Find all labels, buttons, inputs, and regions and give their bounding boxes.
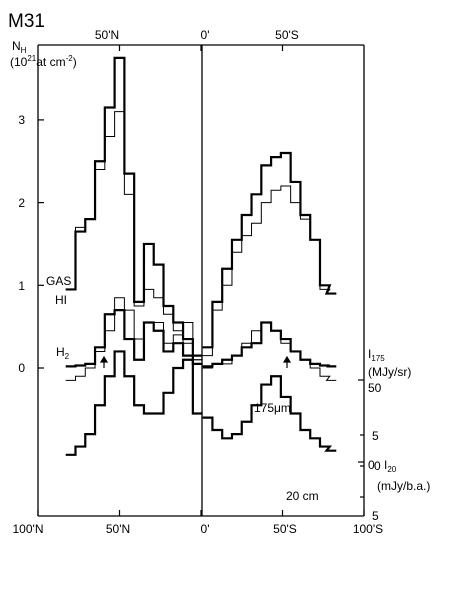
arrow-marker-south (282, 355, 292, 368)
i20-label-symbol: I20 (384, 458, 397, 474)
series-line-2-north (65, 309, 203, 368)
um175-label: 175μm (254, 401, 291, 415)
top-tick-label: 50'S (275, 28, 299, 42)
arrow-head (99, 355, 109, 363)
left-axis-label: NH (1021at cm-2) (10, 39, 77, 69)
annotations: GAS HI H2 175μm 20 cm (46, 274, 319, 503)
plot-frame (37, 44, 365, 517)
i175-tick-label: 0 (368, 458, 375, 472)
left-axis-label-line1: NH (12, 39, 27, 55)
bottom-tick-label: 50'S (273, 522, 297, 536)
series-line-4-north (65, 350, 203, 456)
bottom-tick-label: 50'N (106, 522, 130, 536)
left-tick-label: 2 (18, 196, 25, 210)
i20-tick-label: 5 (372, 429, 379, 443)
series-line-1-north (65, 111, 203, 361)
i20-label-unit: (mJy/b.a.) (377, 479, 430, 493)
series-line-0-south (202, 151, 337, 349)
i20-tick-label: 5 (372, 509, 379, 523)
cm20-label: 20 cm (286, 489, 319, 503)
left-axis-label-line2: (1021at cm-2) (10, 54, 77, 69)
series-line-3-north (65, 297, 203, 381)
left-tick-label: 1 (18, 279, 25, 293)
tick-marks (37, 45, 365, 516)
right-axis-i20: 5 5 0 I20 (mJy/b.a.) (372, 429, 430, 523)
right-axis-i175: I175 (MJy/sr) 50 0 (368, 347, 411, 472)
i175-tick-label: 50 (368, 381, 382, 395)
bottom-tick-label: 100'S (353, 522, 383, 536)
arrow-head (282, 355, 292, 363)
left-tick-label: 3 (18, 113, 25, 127)
top-axis-labels: 50'N 0' 50'S (95, 28, 299, 42)
left-axis-tick-labels: 0 1 2 3 (18, 113, 25, 375)
i175-label-symbol: I175 (368, 347, 385, 363)
h2-label: H2 (56, 345, 70, 361)
chart-title: M31 (8, 11, 45, 32)
series-line-3-south (202, 322, 337, 381)
hi-label: HI (55, 293, 67, 307)
left-tick-label: 0 (18, 361, 25, 375)
i20-tick-label: 0 (374, 459, 381, 473)
arrow-marker-north (99, 355, 109, 368)
top-tick-label: 0' (201, 28, 210, 42)
gas-label: GAS (46, 274, 71, 288)
series-line-4-south (202, 375, 337, 452)
bottom-tick-label: 100'N (13, 522, 44, 536)
top-tick-label: 50'N (95, 28, 119, 42)
bottom-axis-labels: 100'N 50'N 0' 50'S 100'S (13, 522, 384, 536)
i175-label-unit: (MJy/sr) (368, 365, 411, 379)
series-line-2-south (202, 321, 337, 368)
bottom-tick-label: 0' (201, 522, 210, 536)
series-line-1-south (202, 185, 337, 357)
series-layer (65, 56, 337, 456)
